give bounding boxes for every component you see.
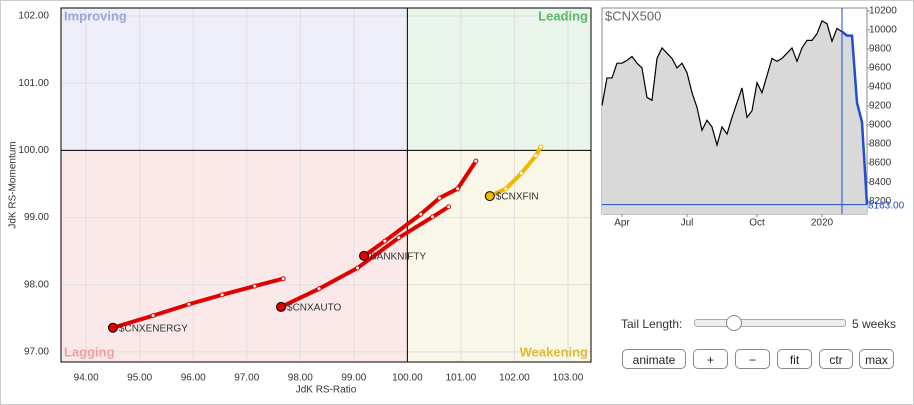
y-tick-label: 9200: [869, 101, 892, 112]
x-tick-label: 101.00: [446, 373, 477, 384]
y-tick-label: 8800: [869, 139, 892, 150]
quadrant-label: Lagging: [64, 344, 115, 359]
x-tick-label: 96.00: [181, 373, 206, 384]
head-point: [107, 322, 118, 333]
head-point: [484, 191, 495, 202]
quadrant: [61, 8, 408, 151]
tail-point: [455, 186, 461, 192]
tail-point: [436, 195, 442, 201]
tail-point: [503, 186, 509, 192]
y-tick-label: 10000: [869, 25, 897, 36]
tail-point: [446, 204, 452, 210]
tail-length-value: 5 weeks: [852, 317, 897, 331]
y-tick-label: 100.00: [18, 145, 49, 156]
button[interactable]: max: [859, 349, 894, 369]
x-tick-label: 103.00: [553, 373, 584, 384]
tail-point: [252, 283, 258, 289]
head-point: [276, 301, 287, 312]
y-tick-label: 9800: [869, 44, 892, 55]
quadrant-label: Weakening: [520, 344, 588, 359]
mini-title: $CNX500: [605, 8, 661, 23]
x-tick-label: 98.00: [288, 373, 313, 384]
quadrant-label: Improving: [64, 8, 127, 23]
x-tick-label: 97.00: [234, 373, 259, 384]
tail-point: [533, 153, 539, 159]
button[interactable]: fit: [777, 349, 812, 369]
button[interactable]: +: [693, 349, 728, 369]
series-label: $CNXENERGY: [119, 323, 188, 334]
plot-frame: [60, 7, 592, 363]
y-tick-label: 9600: [869, 63, 892, 74]
x-tick-label: 100.00: [392, 373, 423, 384]
area: [602, 20, 867, 215]
tail-point: [430, 214, 436, 220]
tail-point: [280, 276, 286, 282]
tail-point: [316, 286, 322, 292]
slider-knob[interactable]: [726, 315, 742, 331]
x-axis-label: JdK RS-Ratio: [296, 385, 357, 396]
tail-point: [518, 170, 524, 176]
tail-length-label: Tail Length:: [621, 317, 683, 331]
tail-point: [382, 238, 388, 244]
x-tick-label: Jul: [681, 218, 694, 229]
y-axis-label: JdK RS-Momentum: [8, 141, 19, 228]
tail-point: [355, 265, 361, 271]
tail-point: [473, 158, 479, 164]
y-tick-label: 8200: [869, 196, 892, 207]
last-value-label: 8163.00: [868, 200, 905, 211]
quadrant: [407, 8, 591, 151]
series-label: $CNXFIN: [496, 192, 539, 203]
y-tick-label: 8600: [869, 158, 892, 169]
x-tick-label: Oct: [749, 218, 765, 229]
tail-point: [538, 144, 544, 150]
button[interactable]: −: [735, 349, 770, 369]
y-tick-label: 102.00: [18, 11, 49, 22]
button[interactable]: ctr: [819, 349, 853, 369]
x-tick-label: 102.00: [499, 373, 530, 384]
x-tick-label: 95.00: [127, 373, 152, 384]
x-tick-label: 99.00: [341, 373, 366, 384]
x-tick-label: Apr: [614, 218, 630, 229]
y-tick-label: 98.00: [24, 279, 49, 290]
quadrant: [407, 150, 591, 362]
tail-point: [396, 235, 402, 241]
head-point: [359, 250, 370, 261]
tail-line: [110, 276, 286, 330]
y-tick-label: 8400: [869, 177, 892, 188]
y-tick-label: 9400: [869, 82, 892, 93]
series-label: BANKNIFTY: [370, 252, 426, 263]
tail-slider[interactable]: [694, 319, 846, 327]
y-tick-label: 101.00: [18, 78, 49, 89]
tail-point: [150, 313, 156, 319]
y-tick-label: 9000: [869, 120, 892, 131]
tail-point: [219, 292, 225, 298]
y-tick-label: 10200: [869, 5, 897, 16]
series-label: $CNXAUTO: [287, 303, 341, 314]
tail-point: [186, 301, 192, 307]
tail-point: [418, 211, 424, 217]
tail-line: [279, 204, 451, 309]
y-tick-label: 99.00: [24, 212, 49, 223]
tail-line: [362, 159, 478, 258]
y-tick-label: 97.00: [24, 347, 49, 358]
x-tick-label: 2020: [811, 218, 834, 229]
tail-line: [841, 30, 869, 205]
quadrant-label: Leading: [538, 8, 588, 23]
button[interactable]: animate: [622, 349, 686, 369]
price-line: [601, 19, 843, 148]
x-tick-label: 94.00: [74, 373, 99, 384]
